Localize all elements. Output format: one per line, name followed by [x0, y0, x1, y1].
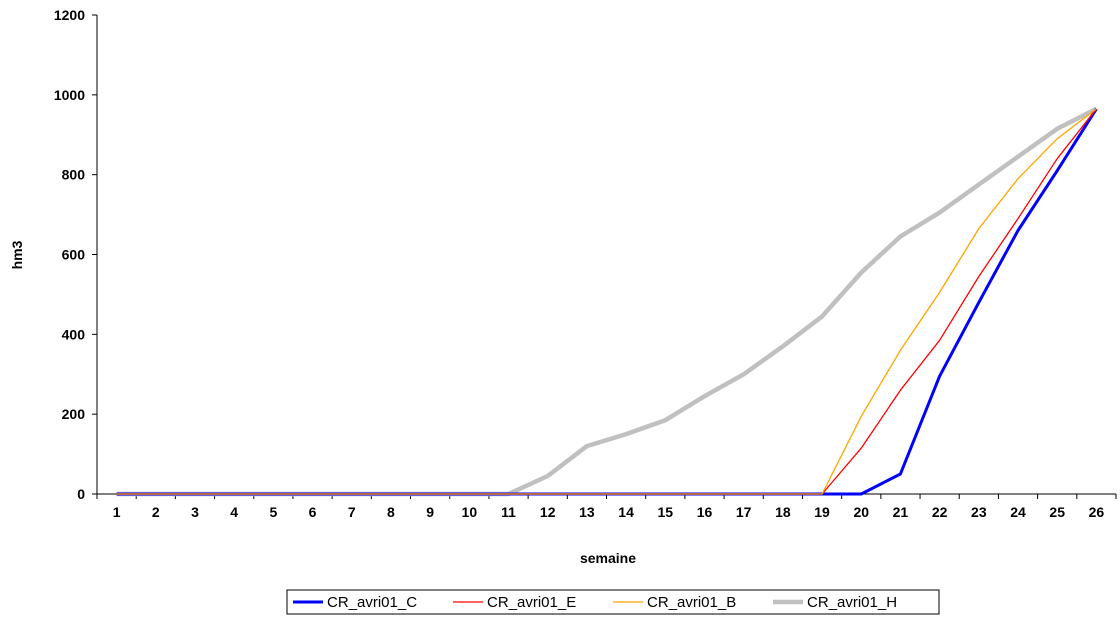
x-tick-label: 7: [348, 504, 356, 520]
series-group: [116, 106, 1098, 497]
series-line-CR_avri01_H: [116, 106, 1098, 497]
x-tick-label: 24: [1010, 504, 1026, 520]
x-tick-label: 14: [618, 504, 634, 520]
x-tick-label: 2: [152, 504, 160, 520]
x-tick-label: 17: [736, 504, 752, 520]
x-tick-label: 12: [540, 504, 556, 520]
x-tick-label: 11: [501, 504, 516, 520]
x-tick-label: 5: [269, 504, 277, 520]
legend-label: CR_avri01_C: [327, 594, 417, 611]
x-tick-label: 4: [230, 504, 238, 520]
y-tick-label: 200: [62, 406, 86, 422]
x-tick-label: 21: [893, 504, 909, 520]
x-tick-label: 3: [191, 504, 199, 520]
x-axis-title: semaine: [580, 550, 636, 566]
y-tick-label: 1000: [54, 87, 85, 103]
legend-label: CR_avri01_B: [647, 594, 736, 611]
x-tick-label: 6: [309, 504, 317, 520]
y-tick-label: 800: [62, 167, 86, 183]
x-axis: 1 2 3 4 5 6 7 8 9 10 11 12 13 14 15 16 17 18 19 20 21 22 23 24 2…: [96, 493, 1117, 520]
series-line-CR_avri01_B: [116, 108, 1097, 495]
y-tick-label: 600: [62, 247, 86, 263]
x-tick-label: 23: [971, 504, 987, 520]
x-tick-label: 16: [697, 504, 713, 520]
y-tick-label: 1200: [54, 7, 85, 23]
x-tick-label: 25: [1049, 504, 1065, 520]
x-tick-label: 9: [426, 504, 434, 520]
x-tick-label: 1: [113, 504, 121, 520]
legend-label: CR_avri01_H: [807, 594, 897, 611]
x-tick-label: 13: [579, 504, 595, 520]
legend-label: CR_avri01_E: [487, 594, 576, 611]
y-tick-label: 0: [77, 486, 85, 502]
x-tick-label: 18: [775, 504, 791, 520]
y-tick-label: 400: [62, 326, 86, 342]
x-tick-label: 10: [462, 504, 478, 520]
series-line-CR_avri01_E: [116, 108, 1097, 495]
x-tick-label: 22: [932, 504, 948, 520]
series-line-CR_avri01_C: [116, 107, 1098, 496]
y-axis-title: hm3: [9, 240, 25, 269]
x-tick-label: 15: [657, 504, 673, 520]
x-tick-label: 19: [814, 504, 830, 520]
legend: CR_avri01_C CR_avri01_E CR_avri01_B CR_avri…: [286, 589, 940, 615]
y-axis: 0 200 400 600 800 1000 1200: [54, 7, 98, 502]
x-tick-label: 20: [853, 504, 869, 520]
x-tick-label: 8: [387, 504, 395, 520]
x-tick-label: 26: [1089, 504, 1105, 520]
